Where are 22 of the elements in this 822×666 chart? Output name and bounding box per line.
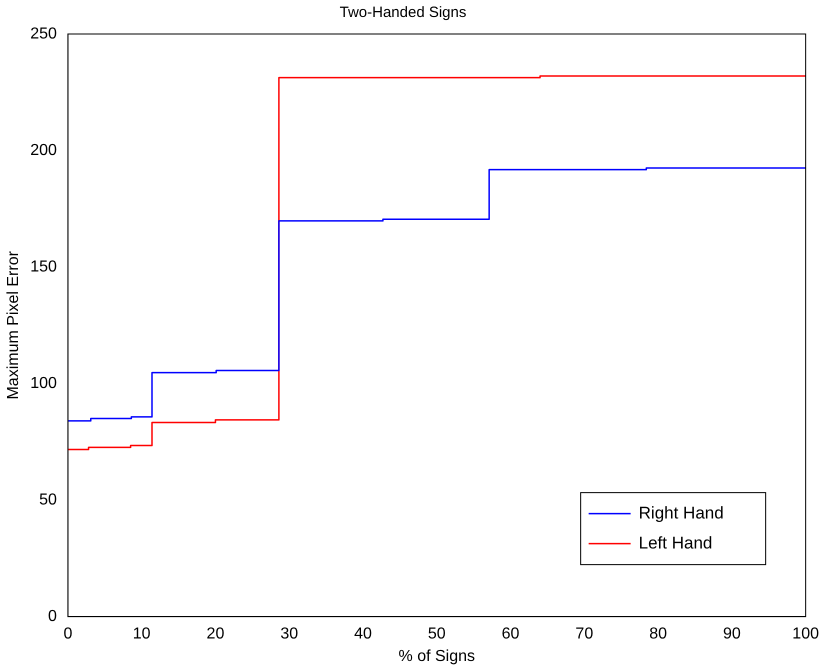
x-tick-label: 30 [280, 626, 298, 643]
x-tick-label: 40 [354, 626, 372, 643]
y-tick-label: 50 [39, 491, 57, 508]
x-tick-label: 0 [63, 626, 72, 643]
x-tick-label: 10 [132, 626, 151, 643]
legend-label: Right Hand [638, 503, 724, 522]
x-tick-label: 60 [502, 626, 520, 643]
y-tick-label: 150 [30, 258, 57, 276]
legend-label: Left Hand [638, 533, 712, 552]
y-tick-label: 200 [30, 142, 57, 159]
y-tick-label: 100 [30, 374, 57, 392]
x-tick-label: 20 [206, 626, 224, 643]
y-tick-label: 0 [48, 608, 57, 626]
x-tick-label: 80 [649, 626, 668, 643]
x-tick-label: 70 [575, 626, 594, 643]
x-tick-label: 90 [722, 626, 741, 643]
x-tick-label: 100 [792, 626, 820, 643]
chart-title: Two-Handed Signs [340, 4, 466, 22]
y-axis-title: Maximum Pixel Error [5, 250, 22, 400]
x-tick-label: 50 [428, 626, 446, 643]
x-axis-title: % of Signs [398, 648, 476, 665]
y-tick-label: 250 [30, 25, 57, 42]
